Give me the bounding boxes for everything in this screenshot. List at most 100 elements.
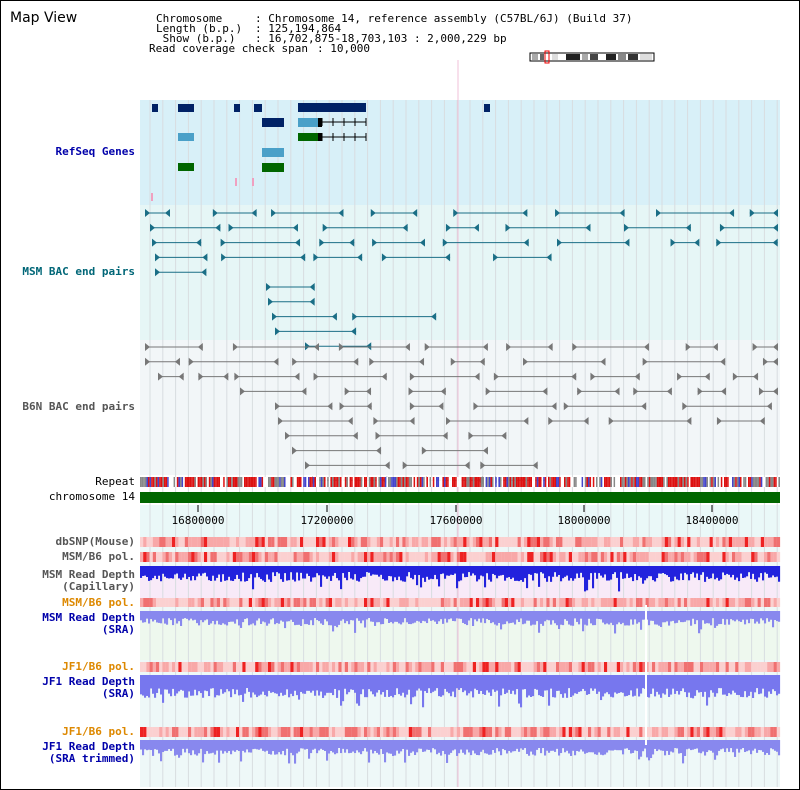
jf1-sra-depth-bar xyxy=(164,675,167,690)
msm-capillary-depth-bar xyxy=(740,566,743,574)
jf1-b6-pol-heat-cell xyxy=(396,662,400,672)
jf1-b6-pol-heat-cell xyxy=(466,662,470,672)
msm-sra-depth-bar xyxy=(208,611,211,625)
jf1-b6-pol-2-heat-cell xyxy=(773,727,777,737)
msm-b6-pol-heat-cell xyxy=(373,552,377,562)
jf1-b6-pol-2-heat-cell xyxy=(591,727,595,737)
jf1-b6-pol-heat-cell xyxy=(194,662,198,672)
msm-capillary-depth-bar xyxy=(206,566,209,577)
jf1-trimmed-depth-bar xyxy=(382,740,385,754)
msm-sra-depth-bar xyxy=(540,611,543,624)
msm-b6-pol-heat-cell xyxy=(575,552,579,562)
msm-sra-depth-bar xyxy=(696,611,699,621)
msm-capillary-depth-bar xyxy=(562,566,565,579)
msm-sra-depth-bar xyxy=(416,611,419,621)
repeat-element xyxy=(394,477,396,487)
msm-capillary-depth-bar xyxy=(612,566,615,575)
msm-b6-pol-2-heat-cell xyxy=(655,598,659,607)
repeat-element xyxy=(564,477,566,487)
jf1-sra-depth-bar xyxy=(320,675,323,692)
jf1-trimmed-depth-bar xyxy=(512,740,515,752)
jf1-sra-depth-bar xyxy=(744,675,747,692)
msm-sra-depth-bar xyxy=(626,611,629,626)
msm-capillary-depth-bar xyxy=(584,566,587,592)
jf1-trimmed-depth-bar xyxy=(326,740,329,761)
msm-capillary-depth-bar xyxy=(664,566,667,575)
repeat-element xyxy=(528,477,531,487)
jf1-sra-depth-bar xyxy=(194,675,197,690)
jf1-sra-depth-bar xyxy=(322,675,325,698)
jf1-trimmed-depth-bar xyxy=(774,740,777,751)
jf1-sra-depth-bar xyxy=(222,675,225,694)
jf1-sra-depth-bar xyxy=(348,675,351,693)
dbsnp-heat-cell xyxy=(629,537,633,547)
jf1-trimmed-depth-bar xyxy=(462,740,465,753)
dbsnp-heat-cell xyxy=(239,537,243,547)
jf1-sra-depth-bar xyxy=(470,675,473,692)
repeat-element xyxy=(615,477,617,487)
msm-capillary-depth-bar xyxy=(602,566,605,578)
jf1-sra-depth-bar xyxy=(214,675,217,698)
msm-capillary-depth-bar xyxy=(310,566,313,582)
msm-b6-pol-2-heat-cell xyxy=(223,598,227,607)
repeat-element xyxy=(748,477,750,487)
jf1-sra-depth-bar xyxy=(612,675,615,698)
msm-b6-pol-heat-cell xyxy=(159,552,163,562)
msm-b6-pol-2-heat-cell xyxy=(748,598,752,607)
repeat-element xyxy=(205,477,208,487)
msm-b6-pol-2-heat-cell xyxy=(652,598,656,607)
msm-sra-depth-bar xyxy=(606,611,609,624)
jf1-trimmed-depth-bar xyxy=(334,740,337,755)
jf1-trimmed-depth-bar xyxy=(152,740,155,756)
msm-capillary-depth-bar xyxy=(240,566,243,582)
msm-b6-pol-2-heat-cell xyxy=(629,598,633,607)
msm-sra-depth-bar xyxy=(148,611,151,624)
repeat-element xyxy=(599,477,601,487)
msm-capillary-depth-bar xyxy=(394,566,397,578)
jf1-trimmed-depth-bar xyxy=(316,740,319,754)
jf1-trimmed-depth-bar xyxy=(714,740,717,760)
repeat-element xyxy=(634,477,636,487)
msm-b6-pol-heat-cell xyxy=(770,552,774,562)
msm-b6-pol-heat-cell xyxy=(700,552,704,562)
info-show-label: Show (b.p.) xyxy=(156,32,236,45)
msm-sra-depth-bar xyxy=(262,611,265,622)
msm-b6-pol-2-heat-cell xyxy=(392,598,397,607)
jf1-b6-pol-heat-cell xyxy=(498,662,502,672)
msm-sra-depth-bar xyxy=(384,611,387,619)
msm-bac-end xyxy=(557,238,563,247)
jf1-trimmed-depth-bar xyxy=(232,740,235,751)
jf1-trimmed-depth-bar xyxy=(732,740,735,753)
repeat-element xyxy=(250,477,252,487)
msm-sra-depth-bar xyxy=(140,611,143,621)
jf1-sra-depth-bar xyxy=(274,675,277,694)
msm-capillary-depth-bar xyxy=(314,566,317,578)
msm-b6-pol-heat-cell xyxy=(498,552,502,562)
b6n-bac-end xyxy=(198,372,204,381)
msm-capillary-depth-bar xyxy=(490,566,493,582)
msm-b6-pol-2-heat-cell xyxy=(594,598,598,607)
jf1-trimmed-depth-bar xyxy=(720,740,723,750)
repeat-element xyxy=(168,477,171,487)
jf1-b6-pol-2-heat-cell xyxy=(728,727,733,737)
jf1-b6-pol-heat-cell xyxy=(642,662,646,672)
jf1-trimmed-depth-bar xyxy=(454,740,457,750)
b6n-bac-end xyxy=(301,387,307,396)
b6n-bac-end xyxy=(643,343,649,351)
msm-capillary-depth-bar xyxy=(508,566,511,578)
jf1-sra-depth-bar xyxy=(606,675,609,693)
msm-capillary-depth-bar xyxy=(532,566,535,581)
msm-b6-pol-heat-cell xyxy=(341,552,345,562)
jf1-b6-pol-heat-cell xyxy=(444,662,448,672)
jf1-trimmed-depth-bar xyxy=(618,740,621,751)
msm-b6-pol-heat-cell xyxy=(693,552,697,562)
jf1-b6-pol-2-heat-cell xyxy=(312,727,317,737)
b6n-bac-end xyxy=(523,357,529,366)
msm-sra-depth-bar xyxy=(520,611,523,619)
jf1-b6-pol-heat-cell xyxy=(639,662,643,672)
jf1-b6-pol-heat-cell xyxy=(549,662,553,672)
msm-capillary-depth-bar xyxy=(686,566,689,575)
repeat-element xyxy=(741,477,744,487)
track-label-msm-depth-cap-line1: MSM Read Depth xyxy=(42,568,135,581)
msm-b6-pol-heat-cell xyxy=(428,552,432,562)
